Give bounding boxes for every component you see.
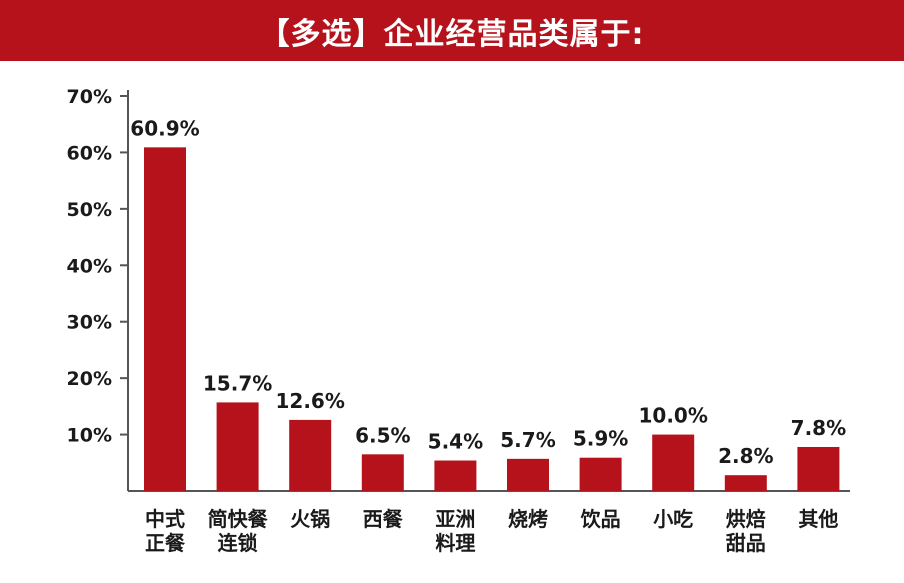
x-category-label: 连锁 — [218, 531, 258, 555]
x-category-label: 饮品 — [580, 507, 621, 531]
bar-value-label: 5.7% — [500, 428, 555, 452]
bar — [579, 457, 622, 491]
y-tick-label: 60% — [67, 142, 112, 164]
bar — [652, 434, 695, 491]
bar-value-label: 10.0% — [639, 404, 708, 428]
bar — [434, 460, 477, 491]
x-category-label: 火锅 — [290, 507, 330, 531]
bar — [361, 454, 404, 491]
chart-title: 【多选】企业经营品类属于: — [259, 16, 645, 52]
y-tick-label: 20% — [67, 368, 112, 390]
bar-value-label: 15.7% — [203, 371, 272, 395]
x-category-label: 亚洲 — [435, 507, 475, 531]
bar-value-label: 2.8% — [718, 444, 773, 468]
bar-value-label: 5.4% — [428, 430, 483, 454]
bar-value-label: 60.9% — [130, 116, 199, 140]
bar-value-label: 7.8% — [791, 416, 846, 440]
bar — [216, 402, 259, 491]
y-tick-label: 70% — [67, 86, 112, 108]
bar-value-label: 12.6% — [276, 389, 345, 413]
y-tick-label: 40% — [67, 255, 112, 277]
x-category-label: 烘焙 — [726, 507, 766, 531]
chart-header: 【多选】企业经营品类属于: — [0, 0, 904, 61]
y-tick-label: 30% — [67, 312, 112, 334]
bar-value-label: 6.5% — [355, 423, 410, 447]
bar — [144, 147, 186, 491]
x-category-label: 料理 — [435, 531, 475, 555]
bar — [797, 446, 840, 491]
y-tick-label: 50% — [67, 199, 112, 221]
bar — [289, 419, 332, 491]
x-category-label: 西餐 — [363, 507, 404, 531]
chart-bars — [144, 147, 840, 491]
bar — [507, 458, 549, 491]
chart-area: 10% 20% 30% 40% 50% 60% 70% 60.9% 中式 正餐 15.7% 简快餐连… — [0, 61, 904, 583]
x-category-label: 小吃 — [653, 507, 693, 531]
bar-value-label: 5.9% — [573, 427, 628, 451]
bar — [724, 475, 767, 491]
x-category-label: 其他 — [798, 507, 838, 531]
x-category-label: 烧烤 — [508, 507, 548, 531]
x-category-label: 甜品 — [726, 531, 766, 555]
x-category-label: 简快餐 — [208, 507, 269, 531]
x-category-label: 中式 — [145, 507, 185, 531]
y-tick-label: 10% — [67, 425, 112, 447]
x-category-label: 正餐 — [145, 531, 186, 555]
